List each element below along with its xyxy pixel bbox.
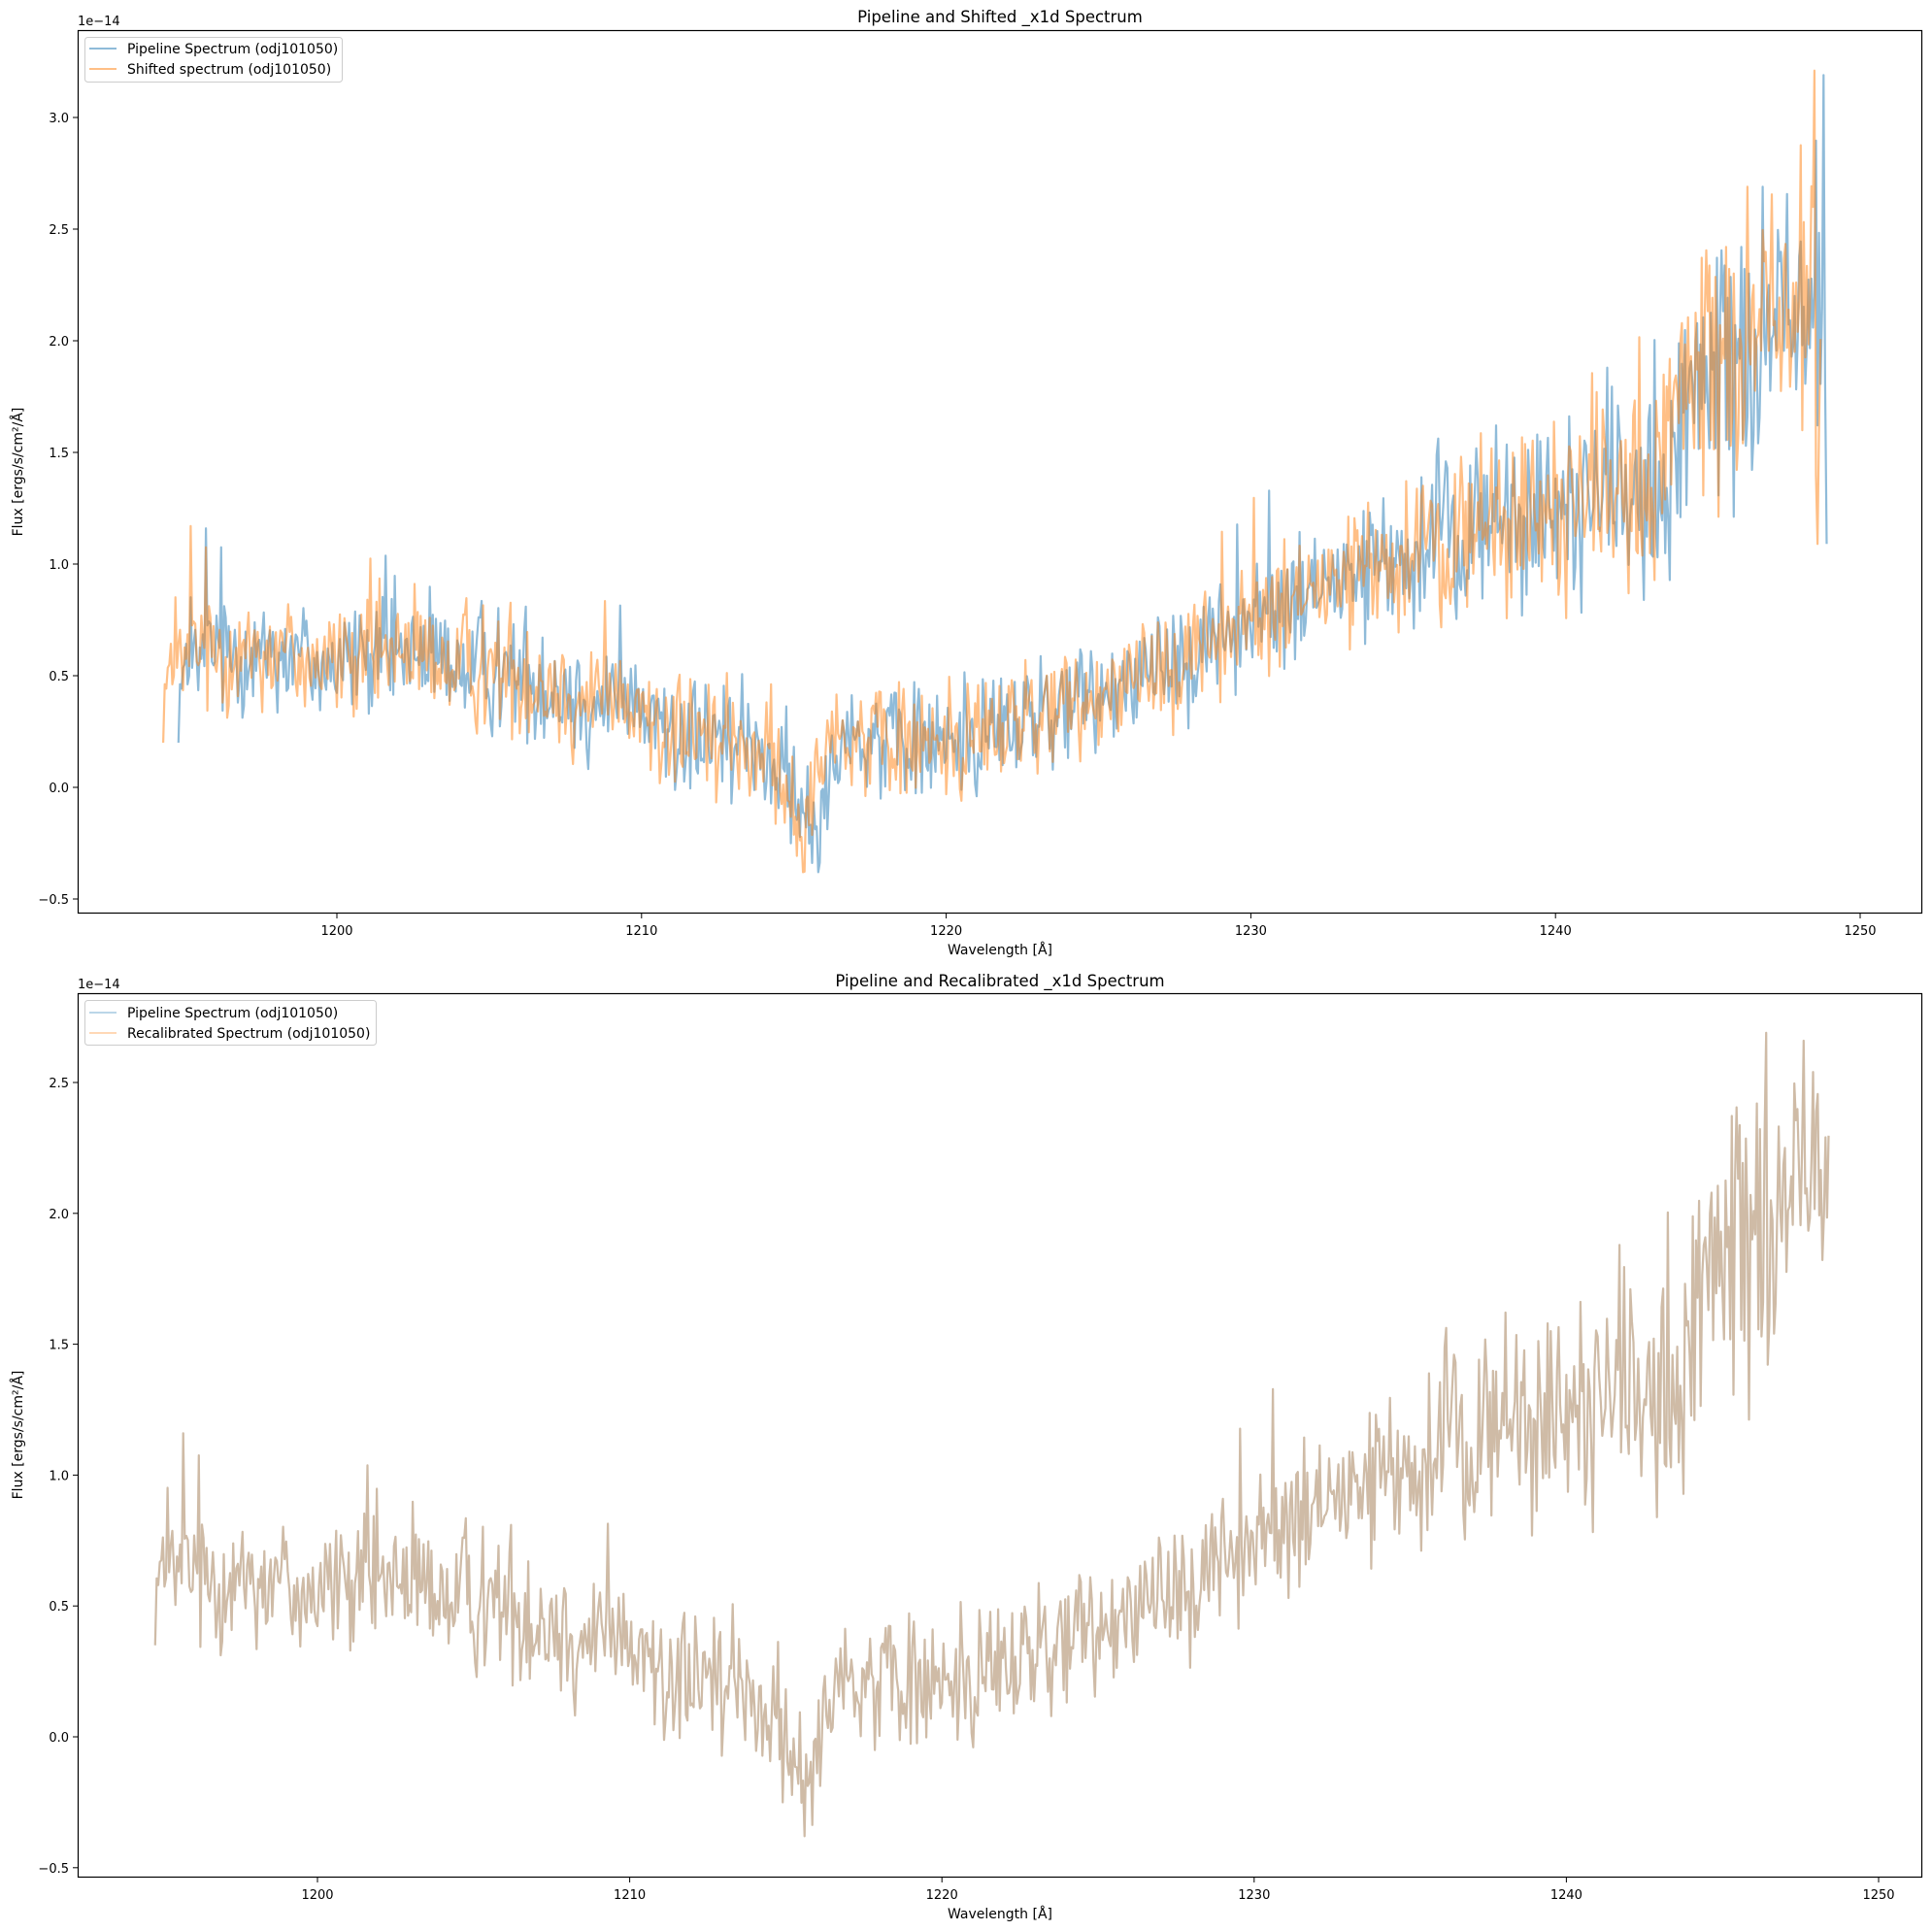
top-legend: Pipeline Spectrum (odj101050) Shifted sp… (84, 37, 343, 83)
x-tick-label: 1210 (614, 1888, 646, 1903)
top-legend-box (84, 37, 343, 83)
x-tick-label: 1240 (1540, 924, 1572, 939)
x-tick-label: 1220 (926, 1888, 958, 1903)
bottom-plot-title: Pipeline and Recalibrated _x1d Spectrum (835, 972, 1164, 991)
x-tick-label: 1250 (1844, 924, 1876, 939)
x-tick-label: 1230 (1238, 1888, 1270, 1903)
y-tick-label: 1.5 (49, 1339, 69, 1353)
spectrum-line (153, 1031, 1830, 1838)
y-tick-label: 0.5 (49, 670, 69, 684)
y-tick-label: −0.5 (38, 1862, 69, 1877)
x-tick-label: 1200 (320, 924, 352, 939)
top-legend-pipeline: Pipeline Spectrum (odj101050) (127, 42, 338, 57)
top-x-axis-label: Wavelength [Å] (948, 942, 1052, 958)
bottom-legend-pipeline: Pipeline Spectrum (odj101050) (127, 1006, 338, 1021)
x-tick-label: 1200 (301, 1888, 333, 1903)
y-tick-label: 1.0 (49, 1469, 69, 1483)
spectrum-line (153, 1031, 1830, 1838)
y-tick-label: 1.0 (49, 558, 69, 573)
x-tick-label: 1240 (1550, 1888, 1582, 1903)
top-y-offset-label: 1e−14 (78, 15, 120, 29)
bottom-plot: Pipeline and Recalibrated _x1d Spectrum … (10, 972, 1923, 1922)
bottom-axes-frame (77, 992, 1923, 1879)
y-tick-label: −0.5 (38, 893, 69, 908)
y-tick-label: 1.5 (49, 447, 69, 461)
y-tick-label: 3.0 (49, 112, 69, 126)
y-tick-label: 2.5 (49, 1077, 69, 1091)
y-tick-label: 0.5 (49, 1600, 69, 1615)
x-tick-label: 1250 (1862, 1888, 1894, 1903)
x-tick-label: 1220 (930, 924, 962, 939)
bottom-x-axis-ticks: 1200 1210 1220 1230 1240 1250 (301, 1878, 1895, 1903)
top-plot-title: Pipeline and Shifted _x1d Spectrum (857, 8, 1143, 27)
y-tick-label: 2.5 (49, 223, 69, 238)
top-plot-lines (162, 69, 1828, 874)
y-tick-label: 0.0 (49, 782, 69, 796)
top-axes-frame (77, 29, 1923, 915)
x-tick-label: 1230 (1235, 924, 1267, 939)
bottom-y-axis-label: Flux [ergs/s/cm²/Å] (10, 1371, 26, 1500)
bottom-plot-lines (153, 1031, 1830, 1838)
bottom-y-offset-label: 1e−14 (78, 978, 120, 992)
x-tick-label: 1210 (625, 924, 657, 939)
top-x-axis-ticks: 1200 1210 1220 1230 1240 1250 (320, 914, 1877, 939)
y-tick-label: 2.0 (49, 1208, 69, 1222)
bottom-y-axis-ticks: −0.5 0.0 0.5 1.0 1.5 2.0 2.5 (38, 1077, 78, 1877)
bottom-legend: Pipeline Spectrum (odj101050) Recalibrat… (84, 1000, 377, 1046)
bottom-legend-recalibrated: Recalibrated Spectrum (odj101050) (127, 1026, 370, 1042)
spectrum-line (162, 69, 1822, 874)
top-plot: Pipeline and Shifted _x1d Spectrum 1e−14… (10, 8, 1923, 958)
bottom-x-axis-label: Wavelength [Å] (948, 1906, 1052, 1922)
top-y-axis-ticks: −0.5 0.0 0.5 1.0 1.5 2.0 2.5 3.0 (38, 112, 78, 908)
y-tick-label: 0.0 (49, 1731, 69, 1746)
top-y-axis-label: Flux [ergs/s/cm²/Å] (10, 408, 26, 537)
y-tick-label: 2.0 (49, 335, 69, 350)
bottom-legend-box (84, 1000, 377, 1046)
top-legend-shifted: Shifted spectrum (odj101050) (127, 62, 331, 78)
